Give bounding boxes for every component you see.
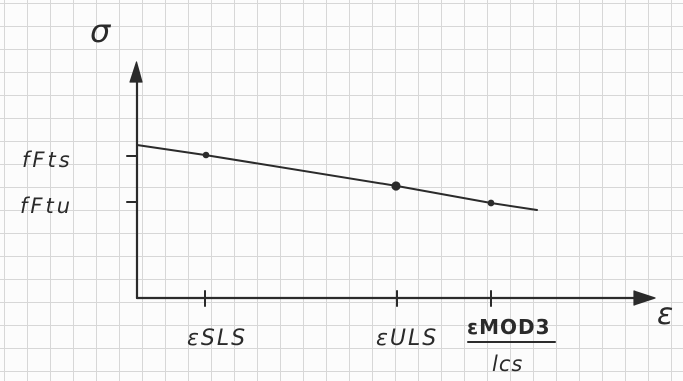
x-tick-label-euls: εULS xyxy=(376,326,438,351)
point-uls xyxy=(391,181,401,191)
point-sls xyxy=(202,151,210,159)
y-axis-label: σ xyxy=(90,12,112,50)
y-axis-arrowhead xyxy=(129,61,143,83)
x-tick-label-esls: εSLS xyxy=(187,326,247,351)
x-axis-label: ε xyxy=(657,297,673,332)
x-tick-label-emod3-denominator: lcs xyxy=(492,352,523,376)
softening-line xyxy=(136,144,538,211)
y-tick-label-fftu: fFtu xyxy=(20,194,73,218)
point-mod3 xyxy=(487,199,495,207)
y-tick-label-ffts: fFts xyxy=(22,148,73,172)
x-tick-label-emod3-numerator: εMOD3 xyxy=(467,315,551,339)
x-axis-arrowhead xyxy=(633,290,656,306)
